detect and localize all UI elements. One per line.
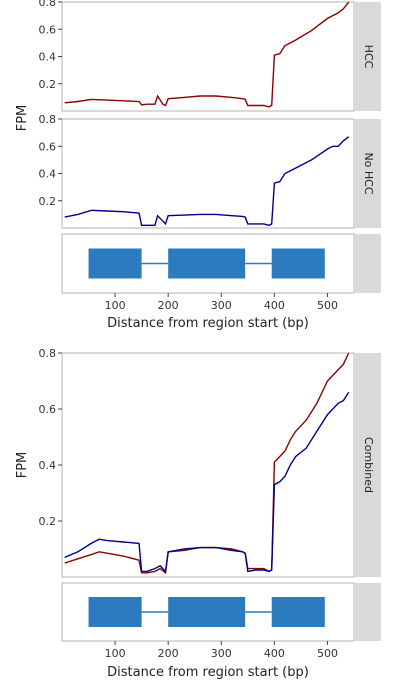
x-tick-label: 200 <box>158 299 179 312</box>
y-axis-title: FPM <box>15 105 30 132</box>
exon-block <box>88 597 142 627</box>
x-tick-label: 500 <box>317 647 338 660</box>
y-tick-label: 0.6 <box>39 140 57 153</box>
y-tick-label: 0.2 <box>39 515 57 528</box>
exon-block <box>168 248 246 279</box>
facet-strip <box>355 119 381 228</box>
x-axis-title: Distance from region start (bp) <box>107 316 309 331</box>
y-axis-title: FPM <box>15 452 30 479</box>
series-line <box>64 136 350 227</box>
gene-track-strip <box>355 234 381 293</box>
gene-track-strip <box>355 583 381 641</box>
panel-frame <box>61 352 355 578</box>
x-tick-label: 100 <box>105 299 126 312</box>
exon-block <box>271 248 325 279</box>
y-tick-label: 0.2 <box>39 78 57 91</box>
y-tick-label: 0.8 <box>39 347 57 360</box>
exon-block <box>168 597 246 627</box>
exon-block <box>271 597 325 627</box>
x-tick-label: 500 <box>317 299 338 312</box>
x-tick-label: 400 <box>264 299 285 312</box>
y-tick-label: 0.4 <box>39 51 57 64</box>
exon-block <box>88 248 142 279</box>
series-line <box>64 1 350 108</box>
facet-strip-label: HCC <box>362 45 375 69</box>
facet-strip-label: Combined <box>362 437 375 493</box>
y-tick-label: 0.4 <box>39 459 57 472</box>
x-tick-label: 400 <box>264 647 285 660</box>
x-tick-label: 300 <box>211 647 232 660</box>
y-tick-label: 0.2 <box>39 195 57 208</box>
facet-strip <box>355 353 381 577</box>
x-tick-label: 100 <box>105 647 126 660</box>
series-line <box>64 391 350 573</box>
x-tick-label: 300 <box>211 299 232 312</box>
facet-strip-label: No HCC <box>362 152 375 194</box>
y-tick-label: 0.6 <box>39 403 57 416</box>
panel-frame <box>61 118 355 229</box>
y-tick-label: 0.8 <box>39 0 57 9</box>
facet-strip <box>355 2 381 111</box>
panel-frame <box>61 1 355 112</box>
y-tick-label: 0.6 <box>39 23 57 36</box>
y-tick-label: 0.4 <box>39 168 57 181</box>
x-tick-label: 200 <box>158 647 179 660</box>
y-tick-label: 0.8 <box>39 113 57 126</box>
x-axis-title: Distance from region start (bp) <box>107 665 309 680</box>
